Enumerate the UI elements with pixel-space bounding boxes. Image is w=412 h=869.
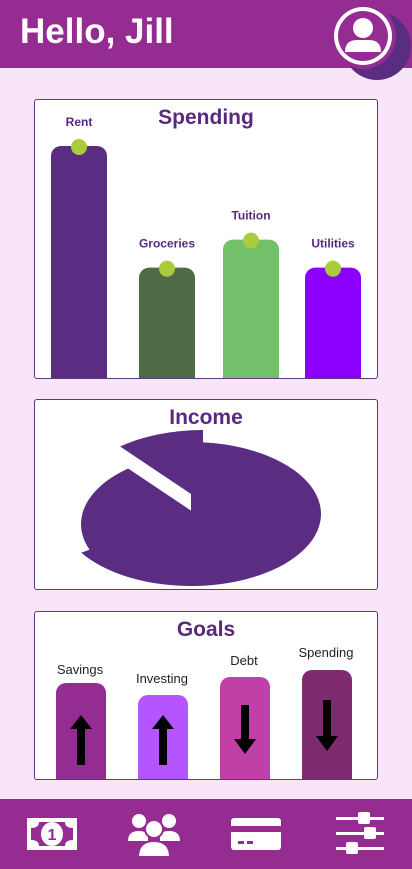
- spending-bar-chart: Rent Groceries Tuition Utilities: [51, 115, 361, 379]
- credit-card-icon: [231, 818, 281, 850]
- spending-bar-label: Groceries: [139, 237, 195, 251]
- spending-bar-groceries[interactable]: [139, 267, 195, 379]
- spending-marker: [159, 260, 175, 277]
- spending-bar-label: Rent: [66, 115, 93, 129]
- income-pie-slice[interactable]: [120, 430, 203, 502]
- arrow-down-icon: [234, 705, 256, 754]
- users-icon: [128, 814, 180, 858]
- income-card[interactable]: Income: [34, 399, 378, 590]
- nav-card-button[interactable]: [226, 805, 286, 863]
- goals-card[interactable]: Goals Savings Investing Debt Spending: [34, 611, 378, 780]
- income-pie-slice[interactable]: [81, 468, 212, 563]
- nav-settings-button[interactable]: [330, 805, 390, 863]
- avatar-icon: [330, 3, 411, 80]
- nav-money-button[interactable]: 1: [22, 805, 82, 863]
- spending-bar-label: Utilities: [311, 237, 355, 251]
- arrow-down-icon: [316, 700, 338, 751]
- goal-bar-savings[interactable]: [56, 683, 106, 779]
- arrow-up-icon: [152, 715, 174, 765]
- goal-bar-debt[interactable]: [220, 677, 270, 779]
- spending-title: Spending: [158, 106, 254, 129]
- goal-bar-spending[interactable]: [302, 670, 352, 779]
- spending-bar-tuition[interactable]: [223, 239, 279, 379]
- greeting-title: Hello, Jill: [20, 12, 174, 51]
- sliders-icon: [336, 812, 384, 854]
- income-pie-slice[interactable]: [81, 442, 321, 586]
- goal-label-savings: Savings: [56, 662, 104, 677]
- arrow-up-icon: [70, 715, 92, 765]
- spending-card[interactable]: Spending Rent Groceries Tuition Utilities: [34, 99, 378, 379]
- spending-bar-utilities[interactable]: [305, 267, 361, 379]
- nav-users-button[interactable]: [124, 805, 184, 863]
- income-pie-chart: [81, 430, 321, 586]
- income-title: Income: [169, 406, 243, 429]
- svg-text:1: 1: [48, 827, 57, 844]
- goal-label-investing: Investing: [135, 671, 189, 686]
- spending-marker: [325, 260, 341, 277]
- goals-title: Goals: [176, 618, 236, 641]
- bottom-nav: 1: [0, 799, 412, 869]
- goal-bar-investing[interactable]: [138, 695, 188, 779]
- spending-bar-rent[interactable]: [51, 146, 107, 379]
- spending-marker: [243, 232, 259, 249]
- goal-label-spending: Spending: [298, 645, 354, 660]
- goal-label-debt: Debt: [230, 653, 258, 668]
- profile-avatar-button[interactable]: [327, 2, 412, 80]
- money-icon: 1: [27, 818, 77, 850]
- spending-bar-label: Tuition: [231, 209, 270, 223]
- spending-marker: [71, 139, 87, 155]
